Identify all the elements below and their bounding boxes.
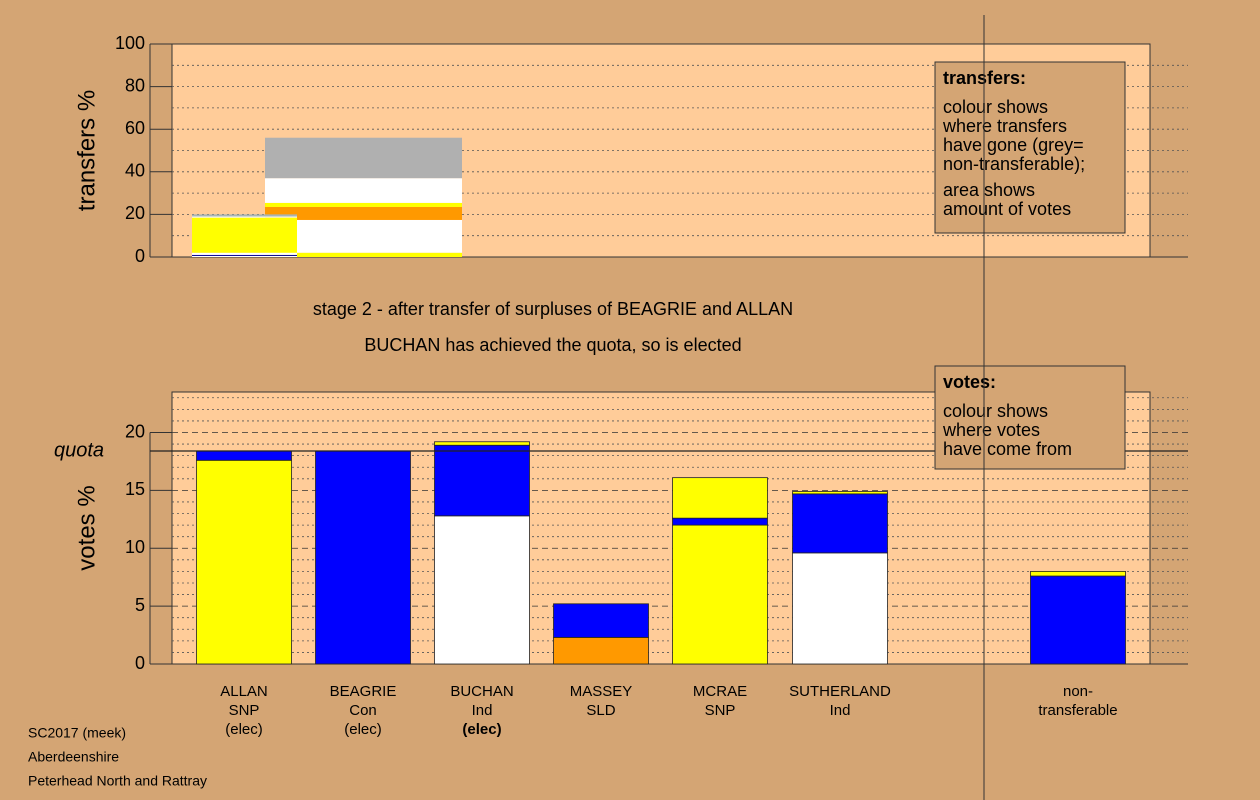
legend-text: colour shows [943,97,1048,117]
x-tick-label: (elec) [462,721,501,738]
bar-segment [192,216,297,218]
x-tick-label: (elec) [225,721,263,738]
bar-segment [192,214,297,217]
x-tick-label: SUTHERLAND [789,683,891,700]
x-tick-label: ALLAN [220,683,268,700]
legend-box [934,365,1126,470]
legend-text: have gone (grey= [943,135,1084,155]
x-tick-label: SLD [586,702,615,719]
bar-segment [265,219,462,253]
x-tick-label: non- [1063,683,1093,700]
bar-segment [672,477,768,519]
x-tick-label: MCRAE [693,683,747,700]
legend-text: non-transferable); [943,154,1085,174]
legend-text: where votes [942,420,1040,440]
bar-segment [265,137,462,179]
bar-segment [265,206,462,220]
legend-text: have come from [943,439,1072,459]
bar-segment [1030,571,1126,577]
bar-segment [792,493,888,554]
bar-segment [192,252,297,255]
x-tick-label: SNP [705,702,736,719]
bar-segment [265,202,462,207]
bar-segment [192,254,297,256]
footer-text: Peterhead North and Rattray [28,773,207,789]
stage-text: BUCHAN has achieved the quota, so is ele… [364,335,741,355]
legend-text: where transfers [942,116,1067,136]
bar-segment [196,459,292,665]
legend-title: transfers: [943,68,1026,88]
y-tick-label: 60 [125,118,145,138]
bar-segment [434,444,530,517]
legend-title: votes: [943,372,996,392]
x-tick-label: BUCHAN [450,683,513,700]
y-tick-label: 0 [135,246,145,266]
bar-segment [192,255,297,257]
footer-text: Aberdeenshire [28,749,119,765]
bar-segment [265,178,462,203]
bar-segment [672,524,768,665]
footer-text: SC2017 (meek) [28,725,126,741]
bar-segment [553,603,649,638]
bar-segment [196,450,292,461]
y-tick-label: 40 [125,161,145,181]
bar-segment [672,517,768,526]
x-tick-label: (elec) [344,721,382,738]
x-tick-label: MASSEY [570,683,633,700]
bar-segment [434,441,530,446]
quota-label: quota [54,439,104,461]
y-tick-label: 100 [115,33,145,53]
bar-segment [434,515,530,665]
bar-segment [265,252,462,257]
y-tick-label: 5 [135,595,145,615]
bar-segment [792,491,888,495]
x-tick-label: SNP [229,702,260,719]
stage-text: stage 2 - after transfer of surpluses of… [313,299,793,319]
x-tick-label: Con [349,702,377,719]
x-tick-label: Ind [830,702,851,719]
x-tick-label: Ind [472,702,493,719]
bar-segment [315,450,411,665]
y-tick-label: 20 [125,203,145,223]
y-tick-label: 0 [135,653,145,673]
y-axis-label: votes % [73,485,100,570]
legend-text: area shows [943,180,1035,200]
bar-segment [192,217,297,253]
y-tick-label: 80 [125,75,145,95]
legend-text: colour shows [943,401,1048,421]
bar-segment [1030,575,1126,665]
bar-segment [553,636,649,665]
legend-box [934,61,1126,234]
legend-text: amount of votes [943,199,1071,219]
x-tick-label: transferable [1038,702,1117,719]
x-tick-label: BEAGRIE [330,683,397,700]
bar-segment [792,552,888,665]
y-tick-label: 20 [125,421,145,441]
y-tick-label: 10 [125,537,145,557]
y-tick-label: 15 [125,479,145,499]
y-axis-label: transfers % [73,90,100,211]
